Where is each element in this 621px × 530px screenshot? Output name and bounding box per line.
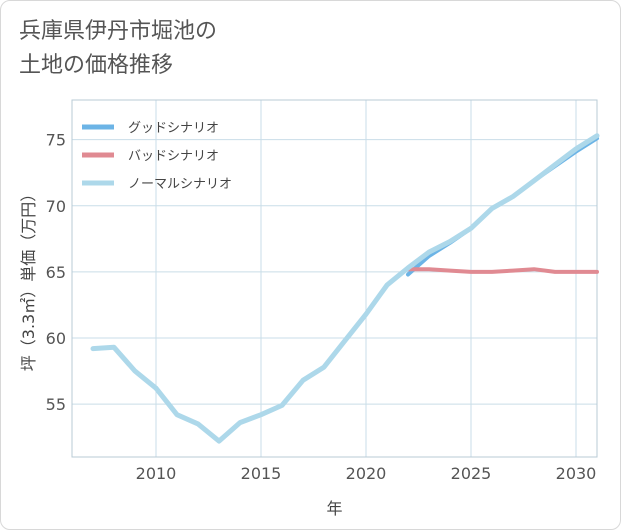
x-tick-label: 2010 [136,464,177,483]
axes: 2010 2015 2020 2025 2030 55 60 65 70 75 [46,99,598,483]
axis-labels: 年 坪（3.3㎡）単価（万円） [19,186,343,518]
series-line-good [406,136,599,277]
plot-frame [71,99,598,458]
y-tick-label: 65 [46,263,66,282]
y-axis-title: 坪（3.3㎡）単価（万円） [19,186,38,371]
x-tick-label: 2025 [451,464,492,483]
x-tick-label: 2015 [241,464,282,483]
legend-label: バッドシナリオ [128,149,219,164]
y-tick-label: 70 [46,197,66,216]
y-tick-label: 75 [46,131,66,150]
legend-label: グッドシナリオ [128,121,219,136]
x-tick-label: 2030 [556,464,597,483]
x-tick-label: 2020 [346,464,387,483]
title-line-1: 兵庫県伊丹市堀池の [19,19,218,44]
title-line-2: 土地の価格推移 [19,53,174,78]
y-tick-label: 55 [46,395,66,414]
page-title: 兵庫県伊丹市堀池の 土地の価格推移 [19,15,217,83]
series-lines [90,133,600,444]
series-line-bad [406,267,599,274]
x-axis-title: 年 [326,499,342,518]
legend-label: ノーマルシナリオ [128,177,232,192]
series-line-normal [90,133,600,444]
y-tick-label: 60 [46,329,66,348]
